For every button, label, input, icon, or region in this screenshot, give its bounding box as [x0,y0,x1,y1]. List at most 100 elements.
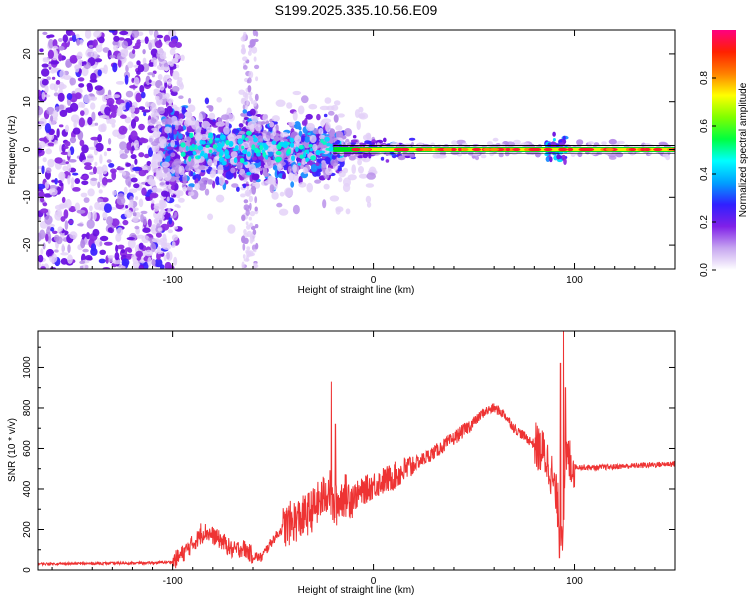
spectrogram-blob [309,148,314,152]
spectrogram-blob [151,157,156,168]
spectrogram-blob [356,120,361,131]
spectrogram-blob [221,140,225,147]
spectrogram-blob [263,172,270,177]
spectrogram-blob [68,159,77,163]
spectrogram-blob [288,121,296,126]
spectrogram-blob [282,173,286,180]
spectrogram-blob [142,227,151,233]
spectrogram-blob [154,40,163,49]
spectrogram-blob [322,199,327,209]
spectrogram-blob [292,204,300,215]
spectrogram-blob [78,101,84,108]
spectrogram-blob [204,188,210,196]
spectrogram-blob [256,149,262,154]
spectrogram-blob [324,97,332,104]
spectrogram-blob [215,194,225,203]
spectrogram-blob [59,182,64,187]
spectrogram-blob [80,239,86,249]
spectrogram-blob [132,49,136,55]
spectrogram-blob [136,39,142,45]
carrier-peak [443,147,450,152]
spectrogram-blob [480,154,487,159]
spectrogram-blob [106,97,115,106]
spectrogram-blob [563,158,567,165]
spectrogram-blob [41,78,49,86]
spectrogram-blob [54,106,60,112]
spectrogram-blob [163,74,171,80]
spectrogram-blob [67,244,71,254]
spectrogram-blob [319,134,326,140]
spectrogram-blob [134,225,140,230]
spectrogram-blob [179,83,185,90]
spectrogram-blob [215,121,226,127]
spectrogram-blob [79,260,86,265]
spectrogram-blob [150,48,158,57]
spectrogram-blob [148,30,154,36]
spectrogram-blob [303,151,307,158]
spectrogram-blob [552,131,556,137]
spectrogram-blob [49,83,56,90]
spectrogram-blob [129,174,136,178]
spectrogram-blob [140,210,148,215]
spectrogram-blob [50,69,56,74]
spectrogram-blob [198,179,208,187]
spectrogram-blob [138,198,144,208]
spectrogram-blob [246,151,251,157]
spectrogram-blob [242,254,246,259]
spectrogram-blob [301,135,305,143]
spectrogram-blob [176,79,180,87]
spectrogram-blob [312,143,318,152]
spectrogram-blob [208,112,216,120]
spectrogram-blob [265,131,272,139]
spectrogram-blob [119,141,127,151]
spectrogram-blob [151,258,156,267]
spectrogram-blob [174,211,178,217]
spectrogram-blob [587,141,594,145]
spectrogram-blob [112,129,121,137]
spectrogram-blob [242,149,248,155]
spectrogram-blob [173,226,179,230]
spectrogram-blob [241,235,246,244]
spectrogram-blob [197,155,201,159]
spectrogram-blob [170,152,176,158]
spectrogram-blob [120,114,127,119]
spectrogram-blob [232,147,239,152]
y-tick-label: 1000 [22,356,33,379]
spectrogram-blob [254,124,262,132]
colorbar-tick-label: 0.8 [699,71,710,85]
spectrogram-blob [310,155,316,161]
spectrogram-blob [344,128,352,137]
spectrogram-blob [111,170,117,181]
spectrogram-blob [185,145,189,151]
spectrogram-blob [70,177,75,186]
spectrogram-blob [66,93,73,100]
carrier-peak [505,147,511,152]
spectrogram-blob [156,150,164,161]
spectrogram-blob [49,188,58,196]
spectrogram-blob [513,139,521,145]
spectrogram-blob [171,241,176,247]
spectrogram-blob [41,63,49,68]
spectrogram-blob [357,155,364,159]
snr-background [38,331,675,570]
spectrogram-blob [228,114,235,122]
spectrogram-blob [111,218,120,227]
spectrogram-blob [319,150,326,154]
spectrogram-blob [90,243,97,252]
spectrogram-blob [226,107,232,115]
spectrogram-blob [193,152,197,156]
spectrogram-blob [326,142,331,147]
y-tick-label: -10 [22,190,33,205]
spectrogram-blob [88,146,97,150]
spectrogram-blob [167,30,177,37]
spectrogram-blob [125,90,134,98]
spectrogram-blob [336,139,341,145]
spectrogram-blob [474,155,480,161]
spectrogram-blob [255,31,259,37]
spectrogram-blob [52,230,58,234]
spectrogram-blob [131,30,140,39]
spectrogram-blob [163,166,169,174]
spectrogram-blob [168,41,177,48]
spectrogram-blob [242,104,246,110]
spectrogram-blob [187,104,196,113]
